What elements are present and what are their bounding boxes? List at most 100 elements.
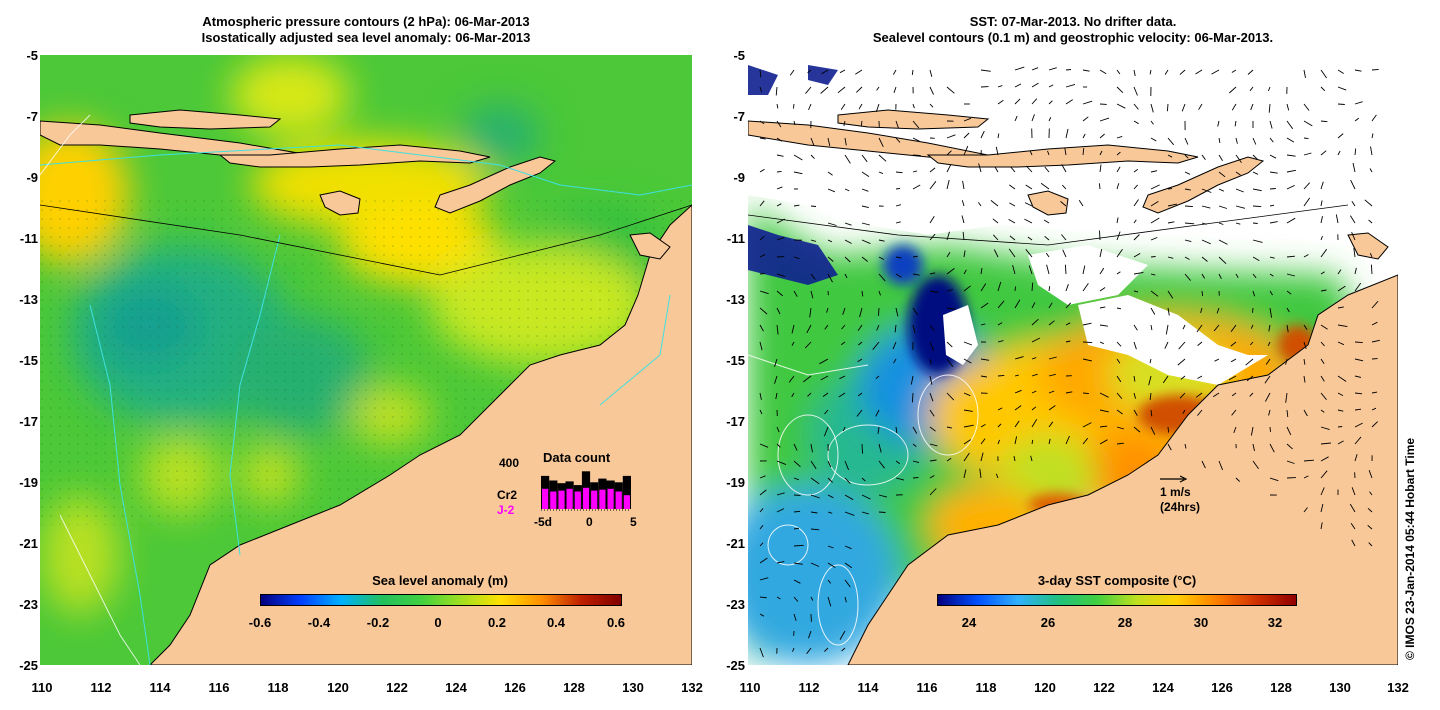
velocity-arrow	[1370, 264, 1373, 275]
velocity-arrow	[793, 290, 798, 297]
velocity-arrow	[810, 494, 820, 499]
velocity-arrow	[929, 215, 935, 224]
velocity-arrow	[776, 137, 783, 142]
velocity-arrow	[1286, 169, 1296, 173]
velocity-arrow	[776, 218, 786, 224]
velocity-arrow	[1371, 391, 1378, 394]
velocity-arrow	[980, 69, 991, 72]
velocity-arrow	[1167, 290, 1174, 299]
velocity-arrow	[1211, 69, 1220, 75]
left-xtick-6: 120	[327, 680, 349, 695]
velocity-arrow	[1286, 273, 1296, 277]
cr2-bar	[622, 475, 631, 509]
velocity-arrow	[1351, 200, 1356, 207]
velocity-arrow	[810, 511, 818, 514]
velocity-arrow	[810, 137, 815, 146]
velocity-arrow	[1369, 253, 1373, 258]
velocity-arrow	[808, 103, 812, 111]
velocity-arrow	[1268, 324, 1271, 332]
velocity-arrow	[806, 647, 812, 655]
right-map-panel[interactable]	[748, 55, 1398, 665]
velocity-arrow	[980, 375, 987, 378]
velocity-arrow	[980, 358, 990, 361]
velocity-arrow	[841, 647, 846, 652]
velocity-arrow	[1354, 341, 1363, 344]
velocity-arrow	[1231, 392, 1237, 397]
velocity-arrow	[1201, 222, 1207, 225]
velocity-arrow	[1150, 409, 1153, 417]
velocity-arrow	[1179, 392, 1186, 399]
velocity-arrow	[929, 392, 934, 402]
velocity-arrow	[1116, 409, 1123, 415]
velocity-arrow	[1354, 358, 1364, 362]
velocity-arrow	[1116, 135, 1123, 139]
velocity-arrow	[1217, 120, 1220, 127]
velocity-arrow	[1269, 154, 1277, 159]
velocity-arrow	[1269, 188, 1276, 190]
velocity-arrow	[1116, 86, 1124, 94]
velocity-arrow	[929, 69, 933, 77]
left-xtick-3: 114	[149, 680, 171, 695]
velocity-arrow	[1028, 265, 1033, 275]
velocity-arrow	[1303, 324, 1308, 330]
velocity-arrow	[1133, 271, 1144, 275]
right-title-line2: Sealevel contours (0.1 m) and geostrophi…	[872, 30, 1274, 45]
left-title-line1: Atmospheric pressure contours (2 hPa): 0…	[202, 14, 530, 29]
velocity-arrow	[1099, 249, 1103, 258]
velocity-arrow	[844, 256, 851, 263]
velocity-arrow	[1065, 284, 1069, 292]
velocity-arrow	[1133, 234, 1140, 241]
velocity-arrow	[1133, 184, 1138, 190]
velocity-arrow	[1351, 539, 1356, 547]
geostrophic-velocity-arrows	[759, 66, 1380, 658]
velocity-arrow	[997, 423, 1002, 428]
left-map-panel[interactable]	[40, 55, 692, 665]
velocity-arrow	[929, 341, 935, 352]
velocity-arrow	[1150, 184, 1160, 190]
left-xtick-11: 130	[622, 680, 644, 695]
velocity-arrow	[961, 200, 965, 207]
velocity-arrow	[1031, 439, 1034, 445]
land-masses	[40, 109, 692, 665]
velocity-arrow	[1252, 460, 1259, 470]
velocity-arrow	[1116, 183, 1120, 190]
velocity-arrow	[1201, 239, 1211, 245]
velocity-arrow	[963, 452, 970, 462]
velocity-arrow	[1116, 375, 1122, 383]
right-xtick-4: 116	[916, 680, 938, 695]
velocity-arrow	[759, 557, 768, 564]
velocity-arrow	[793, 256, 800, 260]
velocity-arrow	[1099, 230, 1101, 241]
velocity-arrow	[805, 86, 812, 94]
velocity-arrow	[895, 187, 901, 190]
sst-tick-2: 26	[1040, 615, 1056, 630]
velocity-arrow	[1216, 307, 1220, 314]
velocity-arrow	[1213, 324, 1220, 332]
velocity-arrow	[1133, 169, 1138, 173]
velocity-arrow	[946, 358, 954, 367]
j2-bar	[582, 487, 590, 509]
velocity-arrow	[1337, 409, 1344, 412]
velocity-arrow	[1150, 426, 1156, 435]
velocity-arrow	[1320, 235, 1323, 241]
velocity-arrow	[861, 222, 870, 226]
velocity-arrow	[1013, 456, 1016, 462]
velocity-arrow	[1133, 69, 1136, 77]
velocity-arrow	[1218, 273, 1222, 280]
velocity-arrow	[810, 154, 815, 159]
velocity-arrow	[1031, 373, 1038, 377]
left-xtick-10: 128	[563, 680, 585, 695]
velocity-arrow	[912, 255, 918, 258]
velocity-arrow	[1252, 188, 1262, 192]
velocity-arrow	[1353, 248, 1356, 258]
velocity-arrow	[843, 120, 846, 127]
velocity-arrow	[1150, 237, 1158, 241]
velocity-arrow	[1235, 171, 1241, 176]
velocity-arrow	[827, 222, 837, 226]
velocity-arrow	[963, 132, 970, 139]
velocity-arrow	[859, 307, 863, 318]
velocity-arrow	[1048, 100, 1053, 105]
velocity-arrow	[1320, 150, 1327, 156]
velocity-arrow	[1025, 249, 1033, 258]
velocity-arrow	[1368, 470, 1373, 479]
